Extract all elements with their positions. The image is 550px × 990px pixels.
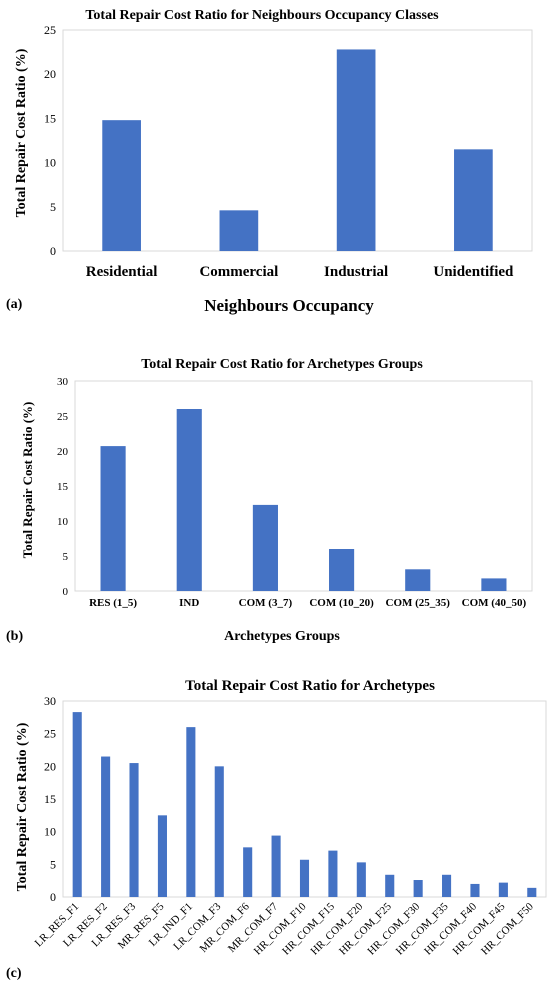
bar-hr-com-f20 [356, 862, 366, 897]
bar-mr-res-f5 [157, 815, 167, 897]
bar-lr-res-f3 [129, 763, 139, 897]
bar-ind [176, 409, 202, 591]
chart-b-ylabel: Total Repair Cost Ratio (%) [20, 402, 35, 559]
panel-letter-b: (b) [6, 629, 24, 644]
bar-res-1-5- [100, 446, 126, 591]
chart-c-marks: 051015202530LR_RES_F1LR_RES_F2LR_RES_F3M… [33, 694, 547, 958]
chart-b-marks: 0 5 10 15 20 25 30 RES (1_5) IND COM (3_7) COM (10… [57, 376, 533, 609]
y-tick-label: 5 [50, 857, 56, 871]
bar-hr-com-f10 [299, 859, 310, 897]
bar-unidentified [454, 149, 493, 251]
x-tick-label: COM (10_20) [309, 597, 374, 609]
y-tick-label: 20 [44, 67, 56, 81]
y-tick-label: 25 [44, 23, 56, 37]
x-tick-label: Residential [86, 264, 158, 280]
x-tick-label: COM (25_35) [386, 597, 451, 609]
chart-b-xlabel: Archetypes Groups [224, 629, 340, 644]
bar-industrial [336, 49, 376, 251]
y-tick-label: 5 [63, 551, 69, 563]
y-tick-label: 15 [44, 111, 56, 125]
bar-hr-com-f30 [413, 880, 423, 897]
y-tick-label: 5 [50, 200, 56, 214]
bar-com-25-35- [405, 569, 431, 591]
x-tick-label: Commercial [199, 264, 278, 280]
y-tick-label: 0 [50, 890, 56, 904]
chart-a: Total Repair Cost Ratio for Neighbours O… [14, 8, 533, 315]
chart-a-ylabel: Total Repair Cost Ratio (%) [14, 48, 29, 217]
y-tick-label: 10 [57, 516, 69, 528]
panel-letter-c: (c) [6, 966, 22, 981]
plot-frame [62, 29, 533, 252]
bar-com-40-50- [481, 578, 507, 591]
y-tick-label: 30 [57, 376, 69, 388]
bar-commercial [219, 210, 259, 251]
plot-frame [74, 380, 533, 592]
bar-residential [102, 120, 141, 251]
bar-lr-res-f2 [101, 756, 111, 897]
bar-hr-com-f45 [498, 882, 508, 897]
y-tick-label: 20 [44, 759, 56, 773]
bar-mr-com-f6 [243, 847, 253, 897]
y-tick-label: 0 [50, 244, 56, 258]
y-tick-label: 15 [44, 792, 56, 806]
x-tick-label: RES (1_5) [89, 597, 137, 609]
bar-com-3-7- [252, 504, 278, 591]
x-tick-label: COM (3_7) [239, 597, 293, 609]
bar-hr-com-f35 [442, 874, 452, 897]
bar-hr-com-f25 [385, 874, 395, 897]
y-tick-label: 10 [44, 156, 56, 170]
bar-com-10-20- [329, 549, 355, 591]
chart-a-xlabel: Neighbours Occupancy [204, 296, 374, 315]
chart-c-title: Total Repair Cost Ratio for Archetypes [185, 678, 435, 694]
x-tick-label: COM (40_50) [462, 597, 527, 609]
chart-c: Total Repair Cost Ratio for Archetypes T… [15, 678, 547, 958]
chart-a-marks: 0 5 10 15 20 25 Residential Commercial Industria… [44, 23, 533, 280]
bar-lr-ind-f1 [186, 727, 196, 897]
chart-c-ylabel: Total Repair Cost Ratio (%) [15, 722, 30, 891]
x-tick-label: Unidentified [433, 264, 514, 280]
chart-b-title: Total Repair Cost Ratio for Archetypes G… [141, 357, 423, 372]
y-tick-label: 30 [44, 694, 56, 708]
bar-mr-com-f7 [271, 835, 281, 897]
bar-hr-com-f50 [527, 887, 537, 897]
panel-letter-a: (a) [6, 297, 23, 312]
bar-lr-com-f3 [214, 766, 224, 897]
chart-a-title: Total Repair Cost Ratio for Neighbours O… [85, 8, 439, 23]
x-tick-label: IND [179, 597, 199, 609]
chart-b: Total Repair Cost Ratio for Archetypes G… [20, 357, 533, 644]
y-tick-label: 25 [57, 411, 69, 423]
y-tick-label: 10 [44, 825, 56, 839]
bar-hr-com-f15 [328, 850, 338, 897]
y-tick-label: 25 [44, 727, 56, 741]
x-tick-label: Industrial [324, 264, 388, 280]
y-tick-label: 20 [57, 446, 69, 458]
y-tick-label: 15 [57, 481, 69, 493]
bar-hr-com-f40 [470, 883, 480, 897]
y-tick-label: 0 [63, 586, 69, 598]
bar-lr-res-f1 [72, 712, 82, 897]
